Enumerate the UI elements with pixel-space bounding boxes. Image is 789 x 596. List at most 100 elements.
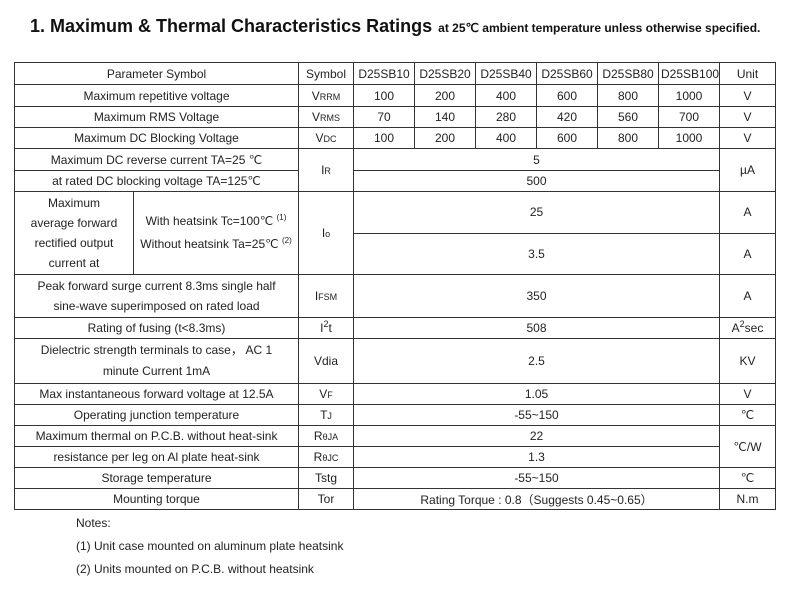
value-cell: 5 bbox=[353, 148, 720, 171]
col-header-model-3: D25SB40 bbox=[475, 62, 537, 85]
table-row: Maximum average forward rectified output… bbox=[14, 191, 776, 275]
unit-cell: V bbox=[719, 106, 776, 128]
value-cell: 1.05 bbox=[353, 383, 720, 405]
unit-cell: V bbox=[719, 383, 776, 405]
param-cell: Maximum thermal on P.C.B. without heat-s… bbox=[14, 425, 299, 447]
value-cell: 1000 bbox=[658, 84, 720, 107]
unit-cell: ℃ bbox=[719, 404, 776, 426]
table-row: Maximum repetitive voltage VRRM 100 200 … bbox=[14, 84, 776, 107]
param-cell: Dielectric strength terminals to case， A… bbox=[14, 338, 299, 384]
condition-cell: With heatsink Tc=100℃ (1) Without heatsi… bbox=[133, 191, 299, 275]
col-header-model-4: D25SB60 bbox=[536, 62, 598, 85]
value-cell: 200 bbox=[414, 127, 476, 149]
symbol-cell: VF bbox=[298, 383, 354, 405]
table-row: Maximum DC reverse current TA=25 ℃ IR 5 … bbox=[14, 148, 776, 192]
value-cell: 508 bbox=[353, 317, 720, 339]
value-cell: 280 bbox=[475, 106, 537, 128]
value-cell: 140 bbox=[414, 106, 476, 128]
value-cell: 25 bbox=[353, 191, 720, 234]
value-cell: -55~150 bbox=[353, 467, 720, 489]
table-row: Maximum RMS Voltage VRMS 70 140 280 420 … bbox=[14, 106, 776, 128]
value-cell: 100 bbox=[353, 84, 415, 107]
table-row: resistance per leg on Al plate heat-sink… bbox=[14, 446, 776, 468]
symbol-cell: VRMS bbox=[298, 106, 354, 128]
param-cell: resistance per leg on Al plate heat-sink bbox=[14, 446, 299, 468]
value-cell: 420 bbox=[536, 106, 598, 128]
table-row: Storage temperature Tstg -55~150 ℃ bbox=[14, 467, 776, 489]
symbol-cell: Io bbox=[298, 191, 354, 275]
param-cell: Maximum RMS Voltage bbox=[14, 106, 299, 128]
ratings-table: Parameter Symbol Symbol D25SB10 D25SB20 … bbox=[14, 62, 776, 510]
param-cell: Maximum average forward rectified output… bbox=[14, 191, 134, 275]
param-cell: Peak forward surge current 8.3ms single … bbox=[14, 274, 299, 318]
table-row: Maximum DC Blocking Voltage VDC 100 200 … bbox=[14, 127, 776, 149]
symbol-cell: IR bbox=[298, 148, 354, 192]
unit-cell: A2sec bbox=[719, 317, 776, 339]
unit-cell: KV bbox=[719, 338, 776, 384]
unit-cell: ℃/W bbox=[719, 425, 776, 468]
value-cell: 22 bbox=[353, 425, 720, 447]
symbol-cell: Tor bbox=[298, 488, 354, 510]
note-item-2: (2) Units mounted on P.C.B. without heat… bbox=[76, 562, 314, 576]
value-cell: 200 bbox=[414, 84, 476, 107]
value-cell: 560 bbox=[597, 106, 659, 128]
param-cell: Maximum DC Blocking Voltage bbox=[14, 127, 299, 149]
param-cell: Maximum repetitive voltage bbox=[14, 84, 299, 107]
notes-section: Notes: (1) Unit case mounted on aluminum… bbox=[76, 512, 343, 581]
table-row: 3.5 A bbox=[15, 232, 776, 275]
param-cell: Rating of fusing (t<8.3ms) bbox=[14, 317, 299, 339]
col-header-model-2: D25SB20 bbox=[414, 62, 476, 85]
symbol-cell: IFSM bbox=[298, 274, 354, 318]
value-cell: 1.3 bbox=[353, 446, 720, 468]
table-header-row: Parameter Symbol Symbol D25SB10 D25SB20 … bbox=[14, 62, 776, 85]
table-row: at rated DC blocking voltage TA=125℃ 500 bbox=[14, 170, 776, 192]
value-cell: 800 bbox=[597, 127, 659, 149]
param-cell: Storage temperature bbox=[14, 467, 299, 489]
col-header-parameter: Parameter Symbol bbox=[14, 62, 299, 85]
page-title: 1. Maximum & Thermal Characteristics Rat… bbox=[30, 16, 760, 37]
value-cell: 2.5 bbox=[353, 338, 720, 384]
symbol-cell: RθJA bbox=[298, 425, 354, 447]
value-cell: 3.5 bbox=[353, 232, 720, 275]
title-main: 1. Maximum & Thermal Characteristics Rat… bbox=[30, 16, 433, 36]
value-cell: 100 bbox=[353, 127, 415, 149]
value-cell: 600 bbox=[536, 127, 598, 149]
symbol-cell: Vdia bbox=[298, 338, 354, 384]
symbol-cell: VDC bbox=[298, 127, 354, 149]
col-header-model-6: D25SB100 bbox=[658, 62, 720, 85]
table-row: Rating of fusing (t<8.3ms) I2t 508 A2sec bbox=[14, 317, 776, 339]
col-header-model-1: D25SB10 bbox=[353, 62, 415, 85]
value-cell: 400 bbox=[475, 127, 537, 149]
col-header-model-5: D25SB80 bbox=[597, 62, 659, 85]
value-cell: 800 bbox=[597, 84, 659, 107]
note-item-1: (1) Unit case mounted on aluminum plate … bbox=[76, 539, 344, 553]
unit-cell: A bbox=[719, 232, 776, 275]
unit-cell: V bbox=[719, 84, 776, 107]
note-ref-1: (1) bbox=[276, 213, 287, 222]
param-cell: Operating junction temperature bbox=[14, 404, 299, 426]
param-cell: at rated DC blocking voltage TA=125℃ bbox=[14, 170, 299, 192]
value-cell: 600 bbox=[536, 84, 598, 107]
symbol-cell: TJ bbox=[298, 404, 354, 426]
col-header-symbol: Symbol bbox=[298, 62, 354, 85]
value-cell: 70 bbox=[353, 106, 415, 128]
table-row: Peak forward surge current 8.3ms single … bbox=[14, 274, 776, 318]
notes-heading: Notes: bbox=[76, 516, 111, 530]
symbol-cell: VRRM bbox=[298, 84, 354, 107]
value-cell: 500 bbox=[353, 170, 720, 192]
param-cell: Maximum DC reverse current TA=25 ℃ bbox=[14, 148, 299, 171]
title-suffix: at 25℃ ambient temperature unless otherw… bbox=[438, 21, 761, 35]
value-cell: 350 bbox=[353, 274, 720, 318]
value-cell: 1000 bbox=[658, 127, 720, 149]
value-cell: -55~150 bbox=[353, 404, 720, 426]
unit-cell: A bbox=[719, 274, 776, 318]
param-cell: Mounting torque bbox=[14, 488, 299, 510]
symbol-cell: Tstg bbox=[298, 467, 354, 489]
table-row: Operating junction temperature TJ -55~15… bbox=[14, 404, 776, 426]
unit-cell: µA bbox=[719, 148, 776, 192]
unit-cell: V bbox=[719, 127, 776, 149]
table-row: Max instantaneous forward voltage at 12.… bbox=[14, 383, 776, 405]
col-header-unit: Unit bbox=[719, 62, 776, 85]
param-cell: Max instantaneous forward voltage at 12.… bbox=[14, 383, 299, 405]
